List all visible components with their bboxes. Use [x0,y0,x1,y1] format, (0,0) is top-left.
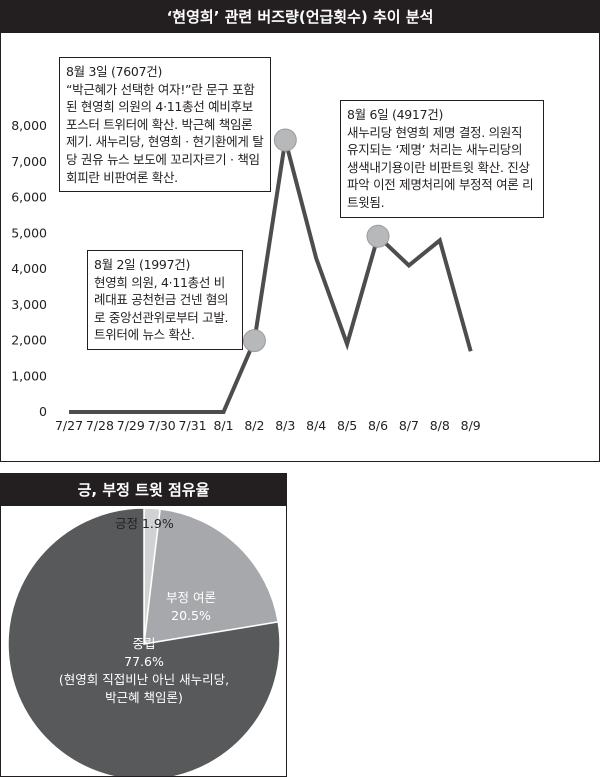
y-tick-label: 4,000 [11,261,47,276]
x-tick-label: 7/29 [117,418,145,433]
line-chart-title: ‘현영희’ 관련 버즈량(언급횟수) 추이 분석 [1,1,599,33]
x-tick-label: 8/4 [306,418,326,433]
data-point-marker [366,224,390,248]
pie-chart-panel: 긍, 부정 트윗 점유율 긍정 1.9% 부정 여론 20.5% 중립 77.6% (현영… [0,473,287,777]
y-tick-label: 2,000 [11,333,47,348]
x-tick-label: 7/30 [148,418,176,433]
slice-value-neutral: 77.6% [124,654,164,669]
x-tick-label: 8/3 [275,418,295,433]
annotation-aug3: 8월 3일 (7607건) “박근혜가 선택한 여자!”란 문구 포함된 현영희… [59,57,271,193]
x-tick-label: 8/2 [244,418,264,433]
x-tick-label: 8/8 [430,418,450,433]
slice-label-positive: 긍정 1.9% [115,516,174,531]
y-tick-label: 3,000 [11,297,47,312]
y-tick-label: 5,000 [11,225,47,240]
annotation-aug6-date: 8월 6일 (4917건) [347,107,444,122]
annotation-aug3-text: “박근혜가 선택한 여자!”란 문구 포함된 현영희 의원의 4·11총선 예비… [66,81,264,185]
pie-slice [143,508,280,645]
x-tick-label: 8/1 [213,418,233,433]
data-point-marker [242,329,266,353]
series-line [69,139,473,414]
slice-label-neutral: 중립 [132,636,155,651]
pie-slice [7,507,281,776]
slice-value-negative: 20.5% [171,608,211,623]
y-tick-label: 6,000 [11,190,47,205]
slice-note-neutral-line2: 박근혜 책임론) [105,690,183,705]
x-tick-label: 7/31 [179,418,207,433]
annotation-aug2: 8월 2일 (1997건) 현영희 의원, 4·11총선 비례대표 공천헌금 건… [87,250,243,350]
x-tick-label: 8/6 [368,418,388,433]
slice-note-neutral-line1: (현영희 직접비난 아닌 새누리당, [59,672,229,687]
data-point-marker [273,128,297,152]
line-chart-panel: ‘현영희’ 관련 버즈량(언급횟수) 추이 분석 0 1,000 2,000 3,00… [0,0,600,462]
y-tick-label: 0 [39,404,47,419]
y-tick-label: 8,000 [11,118,47,133]
x-tick-label: 8/5 [337,418,357,433]
x-tick-label: 8/7 [399,418,419,433]
annotation-aug2-date: 8월 2일 (1997건) [94,257,191,272]
x-tick-label: 7/27 [55,418,83,433]
y-tick-label: 1,000 [11,368,47,383]
pie-chart-title: 긍, 부정 트윗 점유율 [1,474,286,506]
x-tick-label: 7/28 [86,418,114,433]
annotation-aug6-text: 새누리당 현영희 제명 결정. 의원직 유지되는 ‘제명’ 처리는 새누리당의 … [347,124,534,210]
slice-label-negative: 부정 여론 [166,590,216,605]
annotation-aug2-text: 현영희 의원, 4·11총선 비례대표 공천헌금 건넨 혐의로 중앙선관위로부터… [94,274,229,343]
pie-chart: 긍정 1.9% 부정 여론 20.5% 중립 77.6% (현영희 직접비난 아닌 새누리… [7,507,281,776]
line-chart: 0 1,000 2,000 3,000 4,000 5,000 6,000 7,000 8,00… [11,118,481,433]
annotation-aug6: 8월 6일 (4917건) 새누리당 현영희 제명 결정. 의원직 유지되는 ‘… [340,100,544,218]
y-tick-label: 7,000 [11,154,47,169]
x-tick-label: 8/9 [461,418,481,433]
annotation-aug3-date: 8월 3일 (7607건) [66,64,163,79]
